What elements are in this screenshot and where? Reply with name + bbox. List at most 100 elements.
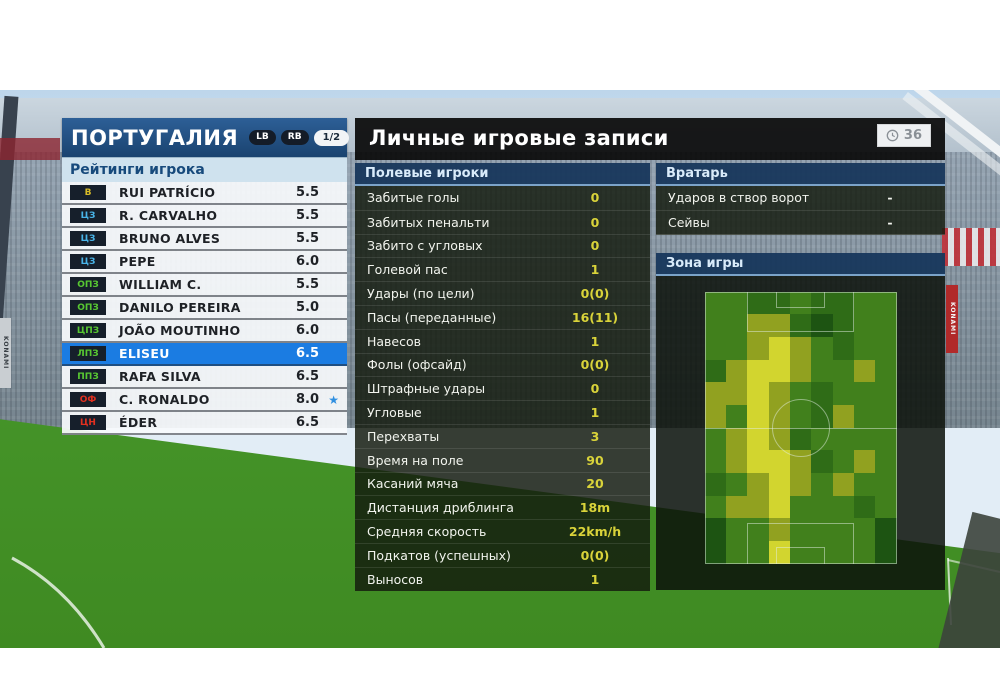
heatmap-cell	[853, 518, 876, 541]
stat-label: Угловые	[367, 405, 422, 421]
stat-label: Время на поле	[367, 452, 464, 468]
heatmap-cell	[811, 427, 833, 451]
heatmap-cell	[747, 336, 769, 360]
stat-label: Забитых пенальти	[367, 214, 490, 230]
player-row[interactable]: ЛПЗ ELISEU 6.5	[62, 343, 347, 366]
heatmap-cell	[832, 472, 854, 496]
heatmap-cell	[789, 314, 812, 337]
player-row[interactable]: ППЗ RAFA SILVA 6.5	[62, 366, 347, 389]
heatmap-cell	[853, 291, 876, 315]
ad-board-left: KONAMI	[0, 318, 11, 388]
heatmap-cell	[768, 540, 790, 564]
heatmap-cell	[747, 427, 769, 451]
player-row[interactable]: ЦЗ PEPE 6.0	[62, 251, 347, 274]
position-badge: В	[70, 185, 106, 200]
heatmap-cell	[811, 382, 833, 405]
heatmap-cell	[725, 495, 748, 519]
heatmap-cell	[853, 382, 876, 405]
page-indicator: 1/2	[313, 129, 350, 146]
stat-row: Штрафные удары 0	[355, 376, 650, 400]
heatmap-cell	[811, 404, 833, 428]
heatmap-cell	[747, 495, 769, 519]
heatmap-cell	[875, 382, 897, 405]
heatmap-cell	[811, 359, 833, 383]
heatmap-cell	[875, 495, 897, 519]
ad-board-right: KONAMI	[946, 285, 958, 353]
position-badge: ЛПЗ	[70, 346, 106, 361]
star-icon: ★	[328, 392, 339, 407]
lb-button-icon[interactable]: LB	[249, 130, 276, 145]
heatmap-cell	[853, 472, 876, 496]
player-rating: 6.0	[295, 323, 319, 338]
player-row[interactable]: ЦН ÉDER 6.5	[62, 412, 347, 435]
stat-value: 1	[590, 262, 600, 278]
play-zone-header: Зона игры	[656, 252, 945, 276]
player-rating: 6.5	[295, 415, 319, 430]
stat-row: Забитых пенальти 0	[355, 209, 650, 234]
player-row[interactable]: В RUI PATRÍCIO 5.5	[62, 182, 347, 205]
stat-value: 0(0)	[580, 547, 610, 563]
goalkeeper-column: Вратарь Ударов в створ ворот - Сейвы - Зона…	[656, 163, 945, 591]
goalkeeper-stats: Ударов в створ ворот - Сейвы -	[656, 186, 945, 235]
heatmap-cell	[875, 427, 897, 451]
heatmap-cell	[704, 314, 726, 337]
heatmap-cell	[747, 291, 769, 315]
heatmap-cell	[768, 518, 790, 541]
stat-row: Средняя скорость 22km/h	[355, 519, 650, 543]
heatmap-cell	[747, 472, 769, 496]
stand-crowd-right	[942, 228, 1000, 266]
play-zone-heatmap	[704, 291, 897, 564]
stat-row: Забито с угловых 0	[355, 233, 650, 258]
stat-label: Перехваты	[367, 428, 440, 444]
stat-row: Перехваты 3	[355, 423, 650, 448]
section-gap	[656, 235, 945, 253]
heatmap-cell	[725, 450, 748, 473]
player-row[interactable]: ОПЗ DANILO PEREIRA 5.0	[62, 297, 347, 320]
heatmap-cell	[832, 336, 854, 360]
player-row[interactable]: ОФ C. RONALDO 8.0 ★	[62, 389, 347, 412]
player-row[interactable]: ЦПЗ JOÃO MOUTINHO 6.0	[62, 320, 347, 343]
stat-row: Дистанция дриблинга 18m	[355, 495, 650, 519]
heatmap-cell	[768, 472, 790, 496]
stat-row: Выносов 1	[355, 566, 650, 591]
player-rating: 5.5	[295, 231, 319, 246]
stat-label: Забитые голы	[367, 190, 460, 206]
player-row[interactable]: ЦЗ BRUNO ALVES 5.5	[62, 228, 347, 251]
heatmap-cell	[811, 450, 833, 473]
player-rating: 5.5	[295, 208, 319, 223]
heatmap-cell	[875, 314, 897, 337]
position-badge: ОФ	[70, 392, 106, 407]
player-rating: 5.0	[295, 300, 319, 315]
heatmap-cell	[875, 450, 897, 473]
pager-controls: LB RB 1/2	[249, 129, 350, 146]
player-row[interactable]: ЦЗ R. CARVALHO 5.5	[62, 205, 347, 228]
heatmap-cell	[811, 472, 833, 496]
records-title: Личные игровые записи	[369, 126, 669, 150]
heatmap-cell	[725, 404, 748, 428]
heatmap-cell	[704, 450, 726, 473]
rb-button-icon[interactable]: RB	[280, 130, 309, 145]
heatmap-cell	[832, 427, 854, 451]
stat-row: Пасы (переданные) 16(11)	[355, 304, 650, 329]
heatmap-cell	[832, 314, 854, 337]
heatmap-cell	[768, 450, 790, 473]
player-name: R. CARVALHO	[119, 208, 218, 223]
heatmap-cell	[811, 314, 833, 337]
heatmap-cell	[704, 359, 726, 383]
heatmap-cell	[789, 518, 812, 541]
heatmap-cell	[875, 472, 897, 496]
heatmap-cell	[725, 336, 748, 360]
position-badge: ЦЗ	[70, 254, 106, 269]
stat-row: Забитые голы 0	[355, 186, 650, 210]
stat-value: 3	[590, 428, 600, 444]
heatmap-cell	[704, 540, 726, 564]
heatmap-cell	[832, 540, 854, 564]
player-name: WILLIAM C.	[119, 277, 202, 292]
heatmap-cell	[789, 472, 812, 496]
position-badge: ЦПЗ	[70, 323, 106, 338]
stand-banner-left	[0, 138, 60, 160]
heatmap-cell	[853, 495, 876, 519]
player-rating: 8.0	[295, 392, 319, 407]
heatmap-cell	[832, 359, 854, 383]
player-row[interactable]: ОПЗ WILLIAM C. 5.5	[62, 274, 347, 297]
